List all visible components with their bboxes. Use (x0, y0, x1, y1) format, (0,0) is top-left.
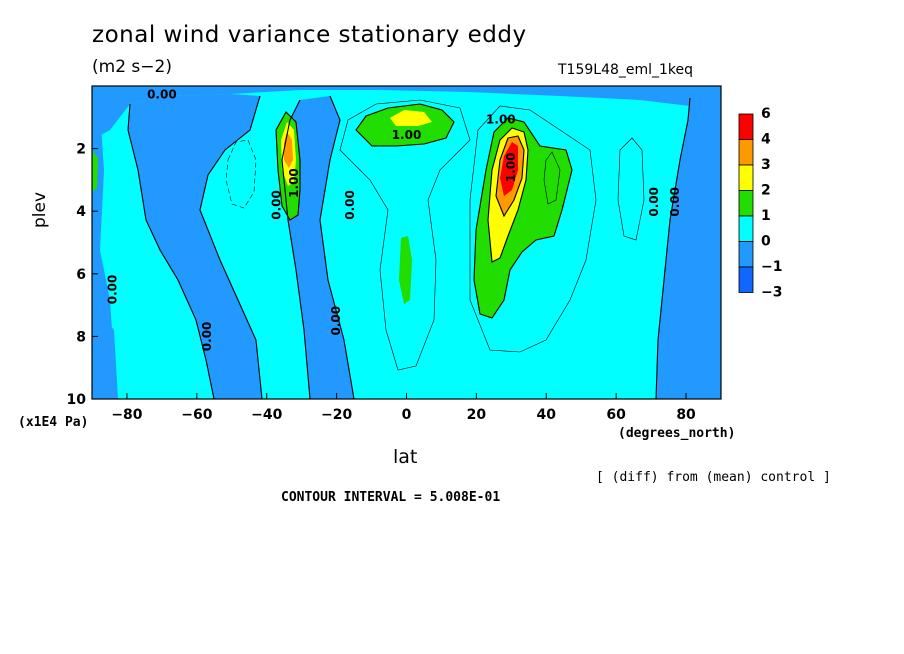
colorbar-swatch (738, 215, 754, 242)
contour-one-north (473, 117, 573, 319)
x-tick-label: 0 (402, 407, 412, 423)
diff-note: [ (diff) from (mean) control ] (596, 470, 831, 485)
contour-label: 0.00 (270, 190, 284, 220)
run-id: T159L48_eml_1keq (558, 62, 694, 78)
colorbar-label: 3 (761, 157, 771, 173)
colorbar-label: 1 (761, 208, 771, 224)
y-axis-label: plev (30, 191, 50, 228)
colorbar: 6 4 3 2 1 0 −1 −3 (738, 106, 782, 301)
y-tick-label: 10 (67, 392, 87, 408)
chart-units: (m2 s−2) (92, 57, 172, 77)
x-tick-label: 40 (537, 407, 557, 423)
y-tick-label: 4 (76, 204, 86, 220)
contour-label: 1.00 (504, 153, 518, 183)
y-tick-label: 8 (76, 329, 86, 345)
contour-one-south (275, 111, 301, 221)
colorbar-label: −3 (761, 285, 782, 301)
y-axis-unit: (x1E4 Pa) (18, 415, 89, 430)
contour-half-eq (339, 99, 471, 371)
contour-zero-mid (281, 99, 311, 399)
colorbar-swatch (738, 164, 754, 191)
region-blue-pocket (92, 300, 118, 399)
x-tick-label: −40 (251, 407, 282, 423)
contour-half-north (469, 105, 597, 353)
contour-zero-south (127, 103, 215, 399)
colorbar-label: 4 (761, 132, 771, 148)
x-axis-label: lat (393, 446, 418, 468)
contour-zero-south2 (199, 95, 263, 399)
contour-label: 0.00 (647, 187, 661, 217)
region-blue-southern (128, 94, 262, 399)
colorbar-swatch (738, 266, 754, 293)
region-yellow-equator-top (390, 110, 432, 126)
colorbar-swatch (738, 139, 754, 166)
contour-label: 0.00 (200, 322, 214, 352)
region-blue-top (92, 86, 721, 140)
x-axis: −80 −60 −40 −20 0 20 40 60 80 (111, 393, 696, 423)
contour-label: 0.00 (147, 88, 177, 102)
contour-labels: 0.001.001.001.001.000.00 0.00 0.00 0.000.00… (105, 88, 682, 352)
contour-label: 1.00 (392, 128, 422, 142)
contour-inner-north2 (495, 135, 525, 218)
colorbar-label: 0 (761, 234, 771, 250)
y-tick-label: 6 (76, 267, 86, 283)
region-blue-northpolar (656, 92, 721, 399)
contour-label: 0.00 (668, 187, 682, 217)
colorbar-swatch (738, 113, 754, 140)
contour-zero-mid2 (319, 95, 355, 399)
contour-label: 0.00 (105, 275, 119, 305)
colorbar-label: 6 (761, 106, 771, 122)
x-tick-label: 20 (467, 407, 487, 423)
x-tick-label: −60 (181, 407, 212, 423)
contour-label: 1.00 (287, 168, 301, 198)
contour-interval: CONTOUR INTERVAL = 5.008E-01 (281, 490, 501, 505)
x-tick-label: 60 (606, 407, 626, 423)
chart-title: zonal wind variance stationary eddy (92, 22, 527, 48)
colorbar-swatch (738, 190, 754, 217)
x-axis-unit: (degrees_north) (618, 426, 736, 441)
contour-inner-north (487, 127, 529, 263)
y-axis: 2 4 6 8 10 (67, 142, 98, 408)
contour-label: 0.00 (329, 306, 343, 336)
contour-half-north2 (617, 137, 645, 241)
contour-half-north3 (543, 151, 561, 205)
region-green-equator-low (399, 236, 412, 304)
contour-one-eq (355, 103, 455, 147)
region-green-left-edge (92, 150, 98, 192)
x-tick-label: 80 (676, 407, 696, 423)
contour-label: 1.00 (486, 113, 516, 127)
contour-zero-north (655, 97, 691, 399)
region-red-north (500, 142, 518, 196)
contour-label: 0.00 (343, 190, 357, 220)
colorbar-label: −1 (761, 259, 782, 275)
colorbar-label: 2 (761, 183, 771, 199)
x-tick-label: −20 (321, 407, 352, 423)
colorbar-swatch (738, 241, 754, 268)
x-tick-label: −80 (111, 407, 142, 423)
y-tick-label: 2 (76, 142, 86, 158)
